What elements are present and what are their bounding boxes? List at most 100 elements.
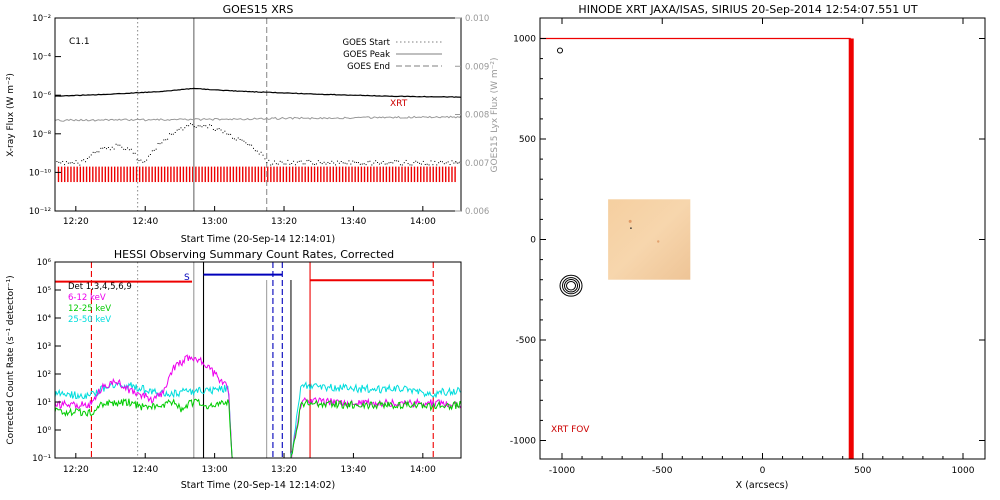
goes-short-channel-point: [369, 160, 371, 162]
goes-short-channel-point: [294, 164, 296, 166]
goes-short-channel-point: [443, 163, 445, 165]
hessi-legend-label: 12-25 keV: [68, 304, 111, 314]
goes-short-channel-point: [289, 163, 291, 165]
hessi-y-tick-label: 10⁵: [37, 286, 51, 296]
hessi-y-tick-label: 10³: [37, 342, 51, 352]
goes-short-channel-point: [434, 160, 436, 162]
goes-short-channel-point: [367, 161, 369, 163]
goes-short-channel-point: [373, 162, 375, 164]
goes-short-channel-point: [144, 161, 146, 163]
goes-short-channel-point: [167, 138, 169, 140]
goes-short-channel-point: [130, 148, 132, 150]
goes-short-channel-point: [65, 161, 67, 163]
goes-short-channel-point: [268, 159, 270, 161]
goes-short-channel-point: [317, 160, 319, 162]
goes-short-channel-point: [239, 138, 241, 140]
goes-y-tick-label: 10⁻¹²: [29, 207, 51, 217]
goes-short-channel-point: [228, 133, 230, 135]
goes-short-channel-point: [293, 160, 295, 162]
goes-short-channel-point: [338, 162, 340, 164]
goes-short-channel-point: [354, 161, 356, 163]
goes-short-channel-point: [275, 163, 277, 165]
goes-short-channel-point: [388, 162, 390, 164]
goes-short-channel-point: [60, 162, 62, 164]
hessi-legend-label: 6-12 keV: [68, 293, 106, 303]
goes-short-channel-point: [149, 154, 151, 156]
goes-short-channel-point: [222, 132, 224, 134]
goes-short-channel-point: [401, 164, 403, 166]
goes-short-channel-point: [428, 164, 430, 166]
goes-short-channel-point: [142, 161, 144, 163]
goes-short-channel-point: [83, 159, 85, 161]
goes-short-channel-point: [188, 125, 190, 127]
goes-short-channel-point: [104, 147, 106, 149]
goes-short-channel-point: [169, 133, 171, 135]
goes-short-channel-point: [64, 164, 66, 166]
goes-short-channel-point: [209, 124, 211, 126]
goes-short-channel-point: [218, 128, 220, 130]
goes-short-channel-point: [378, 163, 380, 165]
goes-short-channel-point: [224, 130, 226, 132]
goes-short-channel-point: [106, 148, 108, 150]
hessi-s-label: S: [184, 273, 190, 283]
goes-short-channel-point: [151, 150, 153, 152]
goes-short-channel-point: [56, 161, 58, 163]
goes-short-channel-point: [344, 162, 346, 164]
hessi-x-tick-label: 12:40: [132, 465, 158, 475]
goes-short-channel-point: [302, 163, 304, 165]
goes-short-channel-point: [415, 160, 417, 162]
goes-short-channel-point: [420, 163, 422, 165]
goes-short-channel-point: [447, 161, 449, 163]
goes-short-channel-point: [115, 143, 117, 145]
goes-short-channel-point: [134, 152, 136, 154]
hessi-legend-label: Det 1,3,4,5,6,9: [68, 282, 132, 292]
goes-x-tick-label: 13:20: [271, 217, 297, 227]
goes-short-channel-point: [212, 128, 214, 130]
goes-short-channel-point: [233, 138, 235, 140]
goes-short-channel-point: [100, 147, 102, 149]
goes-short-channel-point: [285, 163, 287, 165]
goes-short-channel-point: [73, 162, 75, 164]
goes-short-channel-point: [384, 163, 386, 165]
goes-short-channel-point: [375, 160, 377, 162]
hessi-y-tick-label: 10⁴: [37, 314, 52, 324]
hessi-title: HESSI Observing Summary Count Rates, Cor…: [114, 248, 394, 261]
goes-short-channel-point: [190, 123, 192, 125]
goes-short-channel-point: [231, 137, 233, 139]
goes-short-channel-point: [75, 160, 77, 162]
xrt-fov-right-edge: [848, 38, 854, 459]
hessi-y-tick-label: 10⁻¹: [32, 454, 51, 464]
goes-short-channel-point: [203, 125, 205, 127]
goes-short-channel-point: [249, 144, 251, 146]
goes-long-channel-line: [55, 87, 461, 98]
goes-short-channel-point: [407, 163, 409, 165]
goes-short-channel-point: [123, 148, 125, 150]
goes-y2-axis-label: GOES15 Lyx Flux (W m⁻²): [490, 58, 500, 173]
goes-short-channel-point: [85, 161, 87, 163]
goes-short-channel-point: [382, 161, 384, 163]
goes-short-channel-point: [306, 160, 308, 162]
goes-short-channel-point: [107, 147, 109, 149]
goes-x-tick-label: 13:00: [202, 217, 228, 227]
xrt-contour: [559, 274, 583, 297]
goes-short-channel-point: [314, 164, 316, 166]
goes-short-channel-point: [180, 127, 182, 129]
goes-short-channel-point: [405, 159, 407, 161]
hessi-series-line: [55, 398, 461, 458]
goes-short-channel-point: [411, 164, 413, 166]
goes-short-channel-point: [398, 160, 400, 162]
goes-short-channel-point: [98, 151, 100, 153]
goes-short-channel-point: [148, 155, 150, 157]
goes-short-channel-point: [182, 129, 184, 131]
goes-short-channel-point: [352, 160, 354, 162]
xrt-x-tick-label: 500: [854, 466, 871, 476]
goes-short-channel-point: [371, 164, 373, 166]
goes-short-channel-point: [88, 156, 90, 158]
goes-panel: GOES15 XRS 12:20 12:40 13:00 13:20 13:40 14:0…: [6, 3, 500, 245]
goes-short-channel-point: [109, 149, 111, 151]
goes-short-channel-point: [216, 128, 218, 130]
goes-short-channel-point: [251, 144, 253, 146]
goes-short-channel-point: [287, 159, 289, 161]
goes-short-channel-point: [92, 151, 94, 153]
